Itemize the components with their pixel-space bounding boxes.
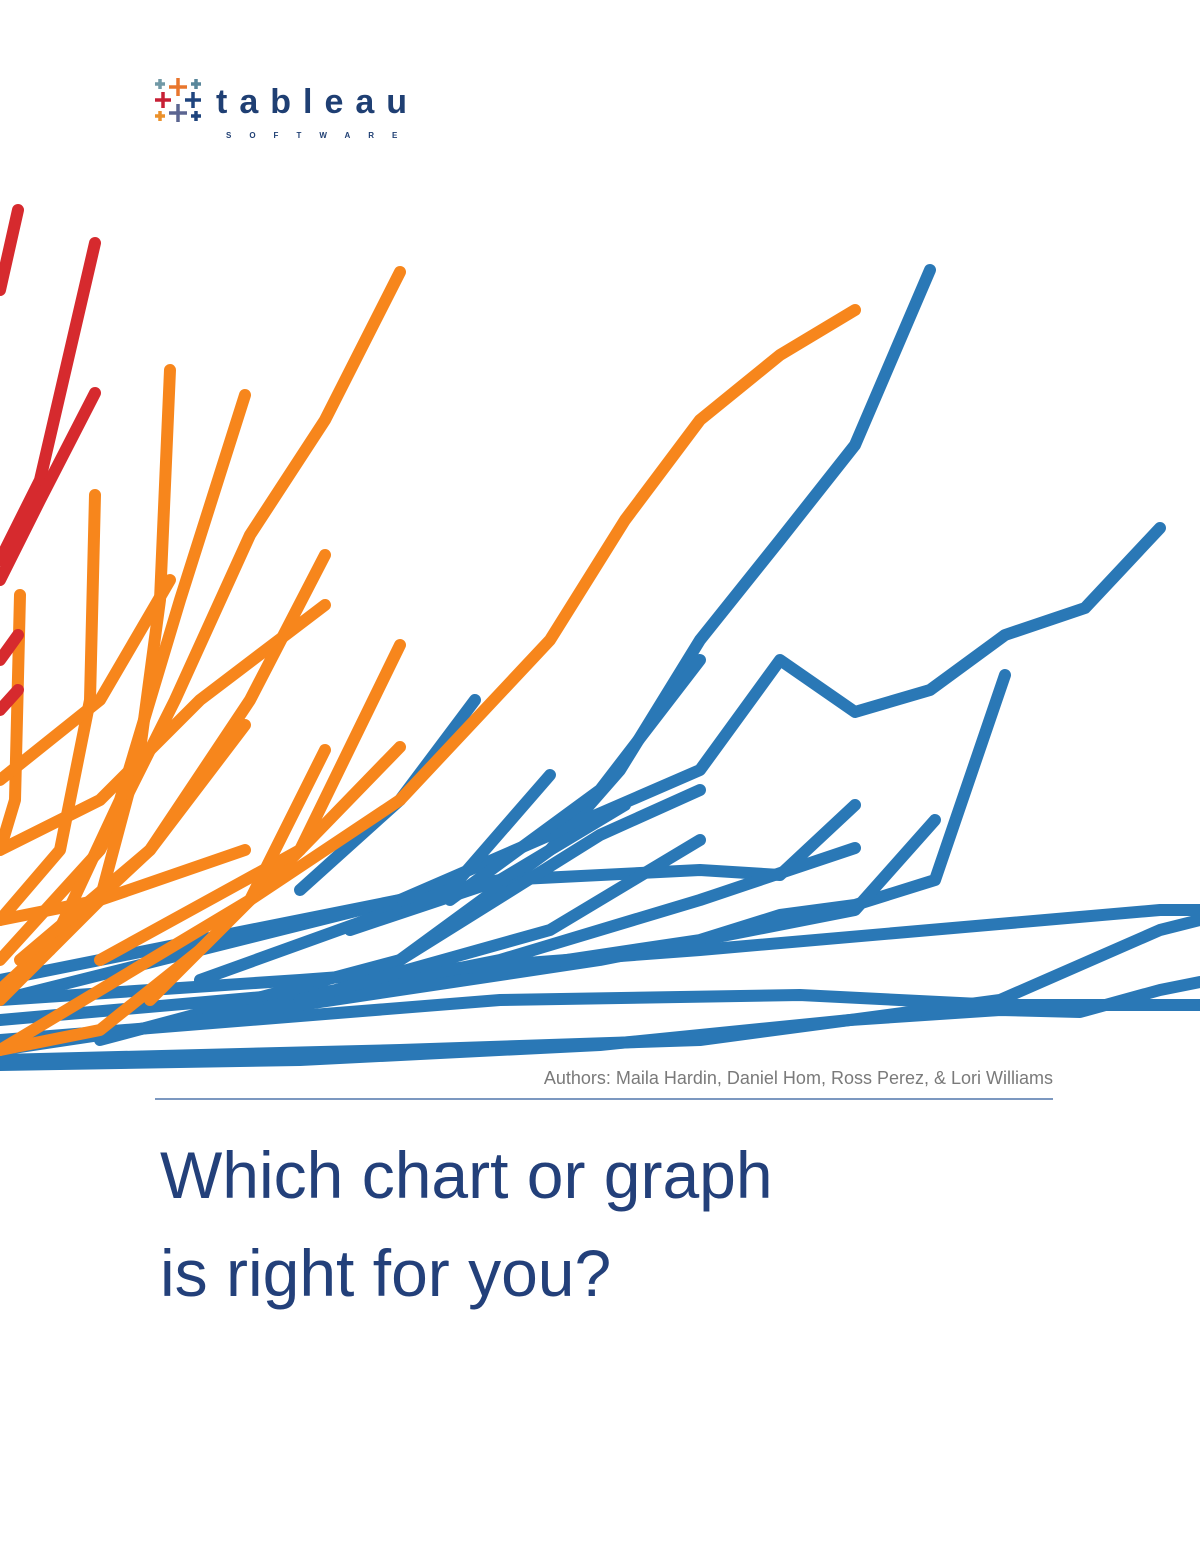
decorative-lines-red	[0, 204, 101, 716]
logo: tableau SOFTWARE	[155, 78, 419, 140]
logo-icon	[155, 78, 201, 122]
logo-tagline: SOFTWARE	[226, 131, 415, 140]
title-line: Which chart or graph	[160, 1138, 773, 1212]
decorative-lines-orange	[0, 266, 861, 1056]
authors: Authors: Maila Hardin, Daniel Hom, Ross …	[544, 1068, 1053, 1088]
logo-name: tableau	[216, 83, 419, 121]
title-line: is right for you?	[160, 1236, 611, 1310]
